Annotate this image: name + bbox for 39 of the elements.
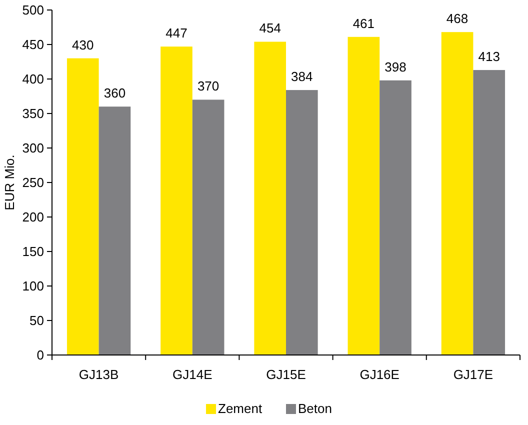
data-label: 468: [446, 11, 468, 26]
bar: [98, 106, 131, 355]
data-label: 447: [166, 26, 188, 41]
data-label: 430: [72, 37, 94, 52]
y-tick-label: 0: [36, 348, 44, 363]
y-tick-label: 500: [22, 2, 44, 18]
x-tick-label: GJ14E: [172, 367, 213, 382]
data-label: 398: [384, 59, 406, 74]
bar: [473, 70, 506, 355]
legend-label: Beton: [298, 401, 332, 416]
data-label: 370: [197, 78, 220, 94]
data-label: 461: [352, 16, 375, 31]
bar: [66, 58, 99, 355]
y-tick-label: 450: [22, 37, 44, 52]
bar: [254, 42, 286, 355]
bar: [380, 80, 412, 355]
bar: [348, 36, 380, 355]
legend-label: Zement: [218, 401, 262, 416]
y-tick-label: 250: [22, 175, 44, 190]
y-tick-label: 100: [22, 278, 44, 294]
data-label: 360: [104, 86, 126, 101]
y-tick-label: 50: [30, 313, 44, 328]
y-axis-title: EUR Mio.: [2, 154, 17, 210]
data-label: 384: [291, 69, 313, 84]
x-tick-label: GJ17E: [453, 367, 494, 382]
x-tick-label: GJ13B: [78, 367, 119, 382]
y-tick-label: 200: [22, 210, 44, 225]
y-tick-label: 350: [22, 106, 44, 122]
bar: [192, 100, 224, 355]
bar: [441, 32, 474, 355]
bar: [160, 46, 192, 355]
data-label: 454: [259, 20, 281, 36]
y-tick-label: 300: [22, 140, 44, 156]
x-tick-label: GJ15E: [266, 367, 306, 382]
bar: [286, 90, 318, 355]
y-tick-label: 150: [22, 244, 44, 260]
data-label: 413: [478, 49, 500, 64]
y-tick-label: 400: [22, 72, 44, 87]
x-tick-label: GJ16E: [360, 367, 400, 382]
